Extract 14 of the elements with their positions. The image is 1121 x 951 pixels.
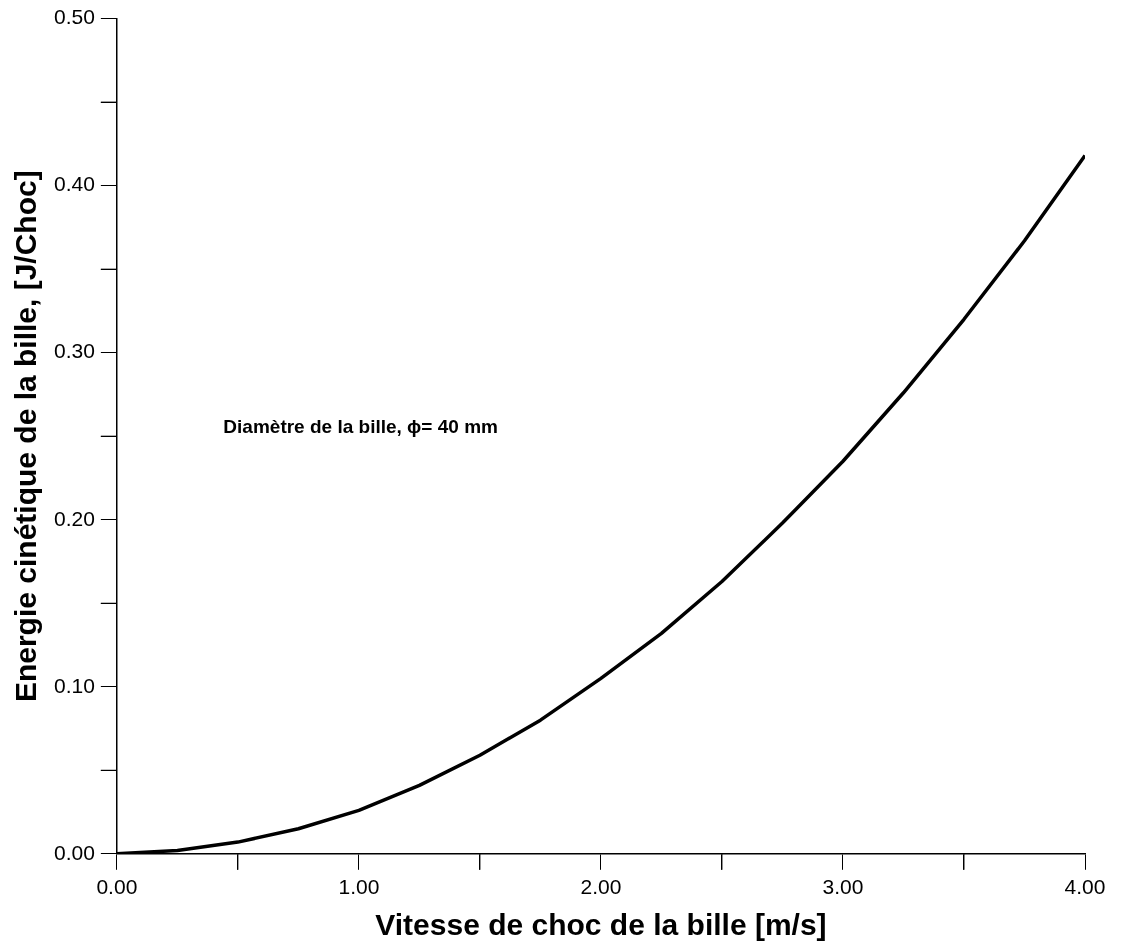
x-tick-label: 4.00 xyxy=(1064,875,1106,899)
y-tick-label: 0.20 xyxy=(54,506,95,530)
y-axis-title: Energie cinétique de la bille, [J/Choc] xyxy=(9,170,43,703)
x-tick-label: 3.00 xyxy=(822,875,864,899)
y-tick-label: 0.30 xyxy=(54,339,95,363)
y-tick-label: 0.10 xyxy=(54,673,95,697)
x-tick-label: 1.00 xyxy=(338,875,380,899)
y-tick-label: 0.00 xyxy=(54,840,95,864)
x-tick-label: 2.00 xyxy=(580,875,622,899)
annotation: Diamètre de la bille, ϕ= 40 mm xyxy=(223,416,498,438)
y-tick-label: 0.40 xyxy=(54,172,95,196)
y-tick-label: 0.50 xyxy=(54,5,95,29)
x-axis-title: Vitesse de choc de la bille [m/s] xyxy=(375,908,827,942)
x-tick-label: 0.00 xyxy=(96,875,138,899)
